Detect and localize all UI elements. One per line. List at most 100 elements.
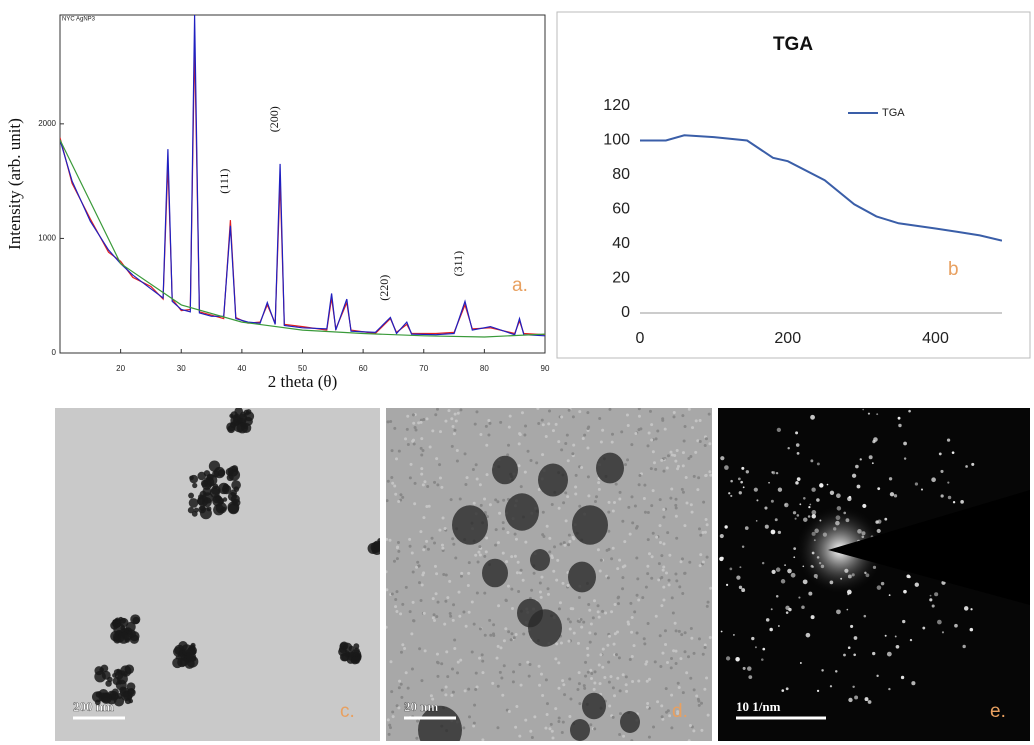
- texture: [624, 683, 628, 687]
- texture: [627, 505, 631, 509]
- texture: [396, 545, 400, 549]
- texture: [708, 635, 712, 639]
- texture: [409, 462, 413, 466]
- diffraction-spot: [971, 462, 975, 466]
- texture: [702, 500, 706, 504]
- texture: [546, 587, 550, 591]
- texture: [496, 684, 500, 688]
- texture: [683, 424, 687, 428]
- texture: [386, 537, 389, 541]
- texture: [390, 690, 394, 694]
- texture: [401, 643, 405, 647]
- diffraction-spot: [941, 631, 945, 634]
- diffraction-spot: [903, 589, 907, 594]
- diffraction-spot: [836, 493, 841, 499]
- diffraction-spot: [712, 606, 715, 609]
- texture: [660, 458, 664, 462]
- texture: [664, 571, 668, 575]
- particle: [209, 487, 220, 498]
- diffraction-spot: [884, 634, 887, 637]
- texture: [658, 541, 662, 545]
- texture: [648, 409, 652, 413]
- texture: [456, 671, 460, 675]
- diffraction-spot: [796, 514, 800, 517]
- diffraction-spot: [765, 618, 770, 622]
- peak-label: (311): [451, 251, 465, 277]
- texture: [523, 470, 527, 474]
- texture: [408, 537, 412, 541]
- diffraction-spot: [747, 666, 752, 671]
- texture: [458, 614, 462, 618]
- texture: [569, 607, 573, 611]
- texture: [535, 461, 539, 465]
- diffraction-spot: [796, 451, 800, 455]
- texture: [451, 618, 455, 622]
- texture: [668, 714, 672, 718]
- texture: [560, 415, 564, 419]
- texture: [637, 414, 641, 418]
- diffraction-spot: [816, 689, 820, 693]
- texture: [524, 540, 528, 544]
- texture: [622, 734, 626, 738]
- texture: [564, 442, 568, 446]
- texture: [648, 677, 652, 681]
- texture: [434, 413, 438, 417]
- texture: [670, 487, 674, 491]
- texture: [454, 556, 458, 560]
- texture: [610, 440, 614, 444]
- texture: [652, 461, 656, 465]
- diffraction-spot: [843, 653, 846, 657]
- texture: [610, 432, 614, 436]
- texture: [666, 454, 670, 458]
- texture: [646, 538, 650, 542]
- texture: [459, 408, 463, 412]
- diffraction-spot: [761, 561, 765, 565]
- texture: [592, 687, 596, 691]
- texture: [432, 613, 436, 617]
- texture: [441, 516, 445, 520]
- texture: [435, 408, 439, 411]
- texture: [613, 694, 617, 698]
- diffraction-spot: [738, 491, 742, 495]
- texture: [453, 647, 457, 651]
- texture: [554, 657, 558, 661]
- texture: [574, 473, 578, 477]
- texture: [703, 687, 707, 691]
- texture: [680, 557, 684, 561]
- particle: [233, 499, 241, 507]
- diffraction-spot: [733, 634, 735, 636]
- texture: [481, 659, 485, 663]
- texture: [709, 586, 712, 590]
- texture: [589, 723, 593, 727]
- texture: [603, 675, 607, 679]
- texture: [430, 536, 434, 540]
- texture: [545, 702, 549, 706]
- texture: [386, 570, 388, 574]
- particle: [353, 643, 360, 650]
- diffraction-spot: [775, 567, 781, 572]
- texture: [438, 430, 442, 434]
- texture: [598, 682, 602, 686]
- texture: [682, 439, 686, 443]
- texture: [416, 560, 420, 564]
- texture: [485, 443, 489, 447]
- texture: [494, 498, 498, 502]
- diffraction-spot: [771, 569, 776, 574]
- particle: [187, 507, 195, 514]
- texture: [646, 444, 650, 448]
- texture: [641, 596, 645, 600]
- texture: [578, 410, 582, 414]
- diffraction-spot: [947, 481, 950, 484]
- texture: [515, 571, 519, 575]
- texture: [657, 578, 661, 582]
- texture: [538, 590, 542, 594]
- diffraction-spot: [970, 608, 973, 611]
- diffraction-spot: [876, 413, 879, 416]
- texture: [574, 492, 578, 496]
- texture: [496, 726, 500, 730]
- texture: [588, 640, 592, 644]
- diffraction-spot: [781, 689, 785, 692]
- legend-label: TGA: [882, 107, 905, 119]
- texture: [548, 536, 552, 540]
- texture: [696, 697, 700, 701]
